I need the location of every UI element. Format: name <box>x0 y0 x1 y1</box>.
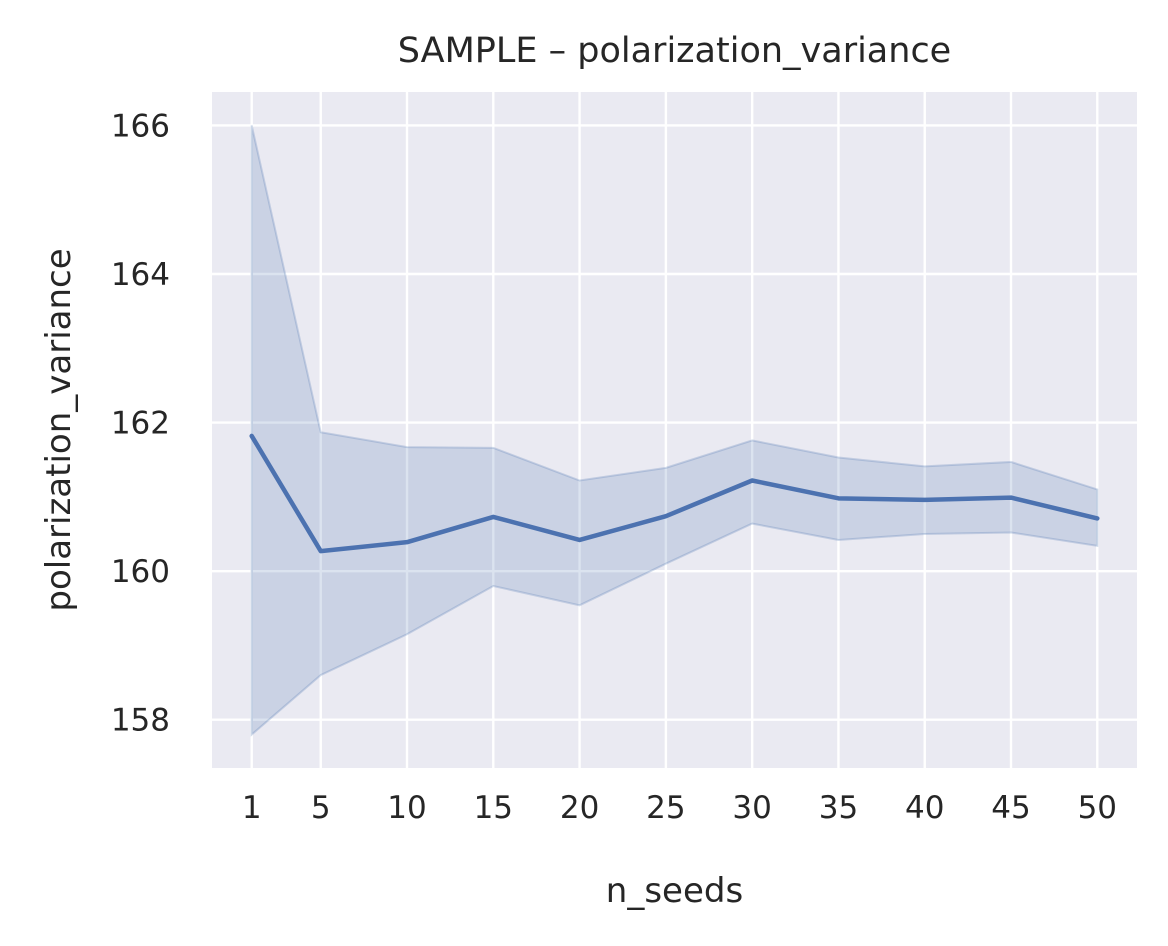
x-tick-label: 15 <box>474 790 513 826</box>
x-tick-label: 1 <box>242 790 262 826</box>
y-tick-label: 164 <box>111 257 170 293</box>
x-tick-label: 45 <box>991 790 1030 826</box>
x-tick-label: 5 <box>311 790 331 826</box>
y-gridlines <box>212 124 1137 721</box>
plot-area <box>212 92 1137 768</box>
y-tick-labels: 158 160 162 164 166 <box>111 108 170 738</box>
y-tick-label: 158 <box>111 703 170 739</box>
y-tick-label: 162 <box>111 406 170 442</box>
x-tick-label: 35 <box>819 790 858 826</box>
y-tick-label: 160 <box>111 554 170 590</box>
x-tick-label: 50 <box>1078 790 1117 826</box>
y-tick-label: 166 <box>111 108 170 144</box>
y-axis-label: polarization_variance <box>39 248 79 611</box>
x-tick-label: 30 <box>732 790 771 826</box>
x-gridlines <box>250 92 1099 768</box>
series-line <box>249 433 1100 554</box>
x-tick-label: 10 <box>387 790 426 826</box>
confidence-band <box>250 125 1099 737</box>
x-tick-label: 25 <box>646 790 685 826</box>
x-tick-label: 40 <box>905 790 944 826</box>
x-tick-label: 20 <box>560 790 599 826</box>
x-tick-labels: 1 5 10 15 20 25 30 35 40 45 50 <box>242 790 1117 826</box>
x-axis-label: n_seeds <box>606 871 743 911</box>
chart-title: SAMPLE – polarization_variance <box>398 31 951 71</box>
